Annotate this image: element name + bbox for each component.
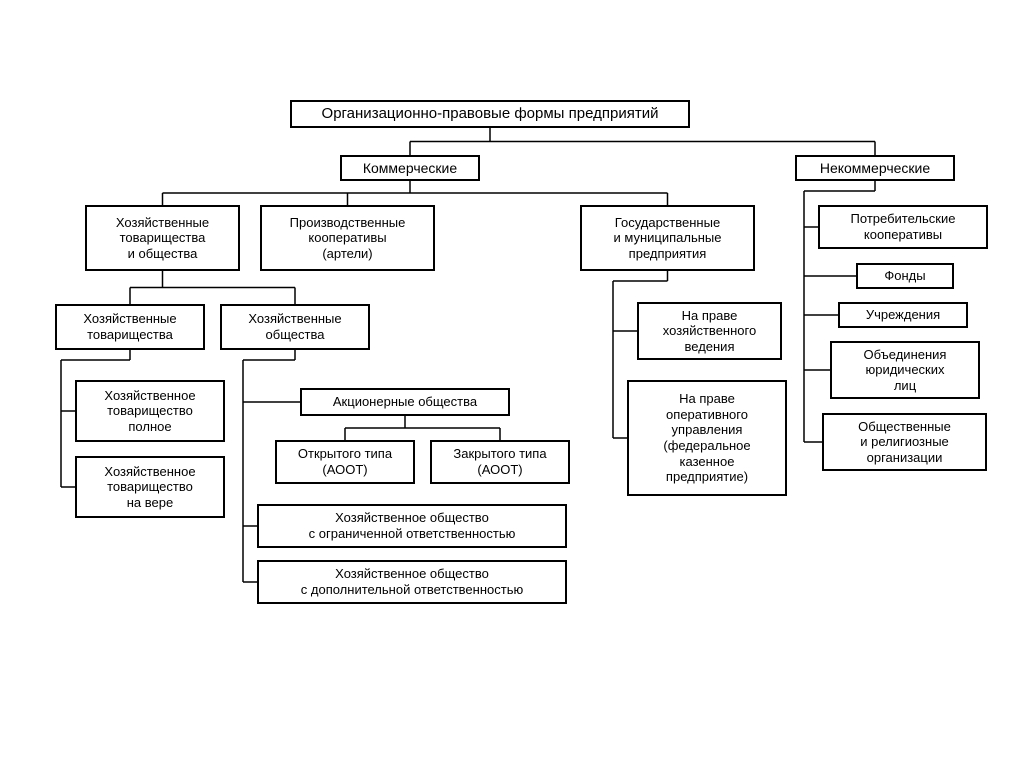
node-comm_state: Государственныеи муниципальныепредприяти…	[580, 205, 755, 271]
node-comm_coops: Производственныекооперативы(артели)	[260, 205, 435, 271]
node-nc_inst: Учреждения	[838, 302, 968, 328]
node-comm_partnerships: Хозяйственныетовариществаи общества	[85, 205, 240, 271]
node-alc: Хозяйственное обществос дополнительной о…	[257, 560, 567, 604]
node-nc_fund: Фонды	[856, 263, 954, 289]
node-open_type: Открытого типа(АООТ)	[275, 440, 415, 484]
node-noncommercial: Некоммерческие	[795, 155, 955, 181]
node-nc_coop: Потребительскиекооперативы	[818, 205, 988, 249]
node-partnership_full: Хозяйственноетовариществополное	[75, 380, 225, 442]
node-partnerships_hdr: Хозяйственныетоварищества	[55, 304, 205, 350]
node-nc_rel: Общественныеи религиозныеорганизации	[822, 413, 987, 471]
node-state_oper: На правеоперативногоуправления(федеральн…	[627, 380, 787, 496]
node-llc: Хозяйственное обществос ограниченной отв…	[257, 504, 567, 548]
node-commercial: Коммерческие	[340, 155, 480, 181]
node-partnership_faith: Хозяйственноетовариществона вере	[75, 456, 225, 518]
node-companies_hdr: Хозяйственныеобщества	[220, 304, 370, 350]
node-closed_type: Закрытого типа(АООТ)	[430, 440, 570, 484]
node-root: Организационно-правовые формы предприяти…	[290, 100, 690, 128]
node-nc_union: Объединенияюридическихлиц	[830, 341, 980, 399]
node-state_econ: На правехозяйственноговедения	[637, 302, 782, 360]
node-joint_stock: Акционерные общества	[300, 388, 510, 416]
diagram-canvas: Организационно-правовые формы предприяти…	[0, 0, 1024, 767]
